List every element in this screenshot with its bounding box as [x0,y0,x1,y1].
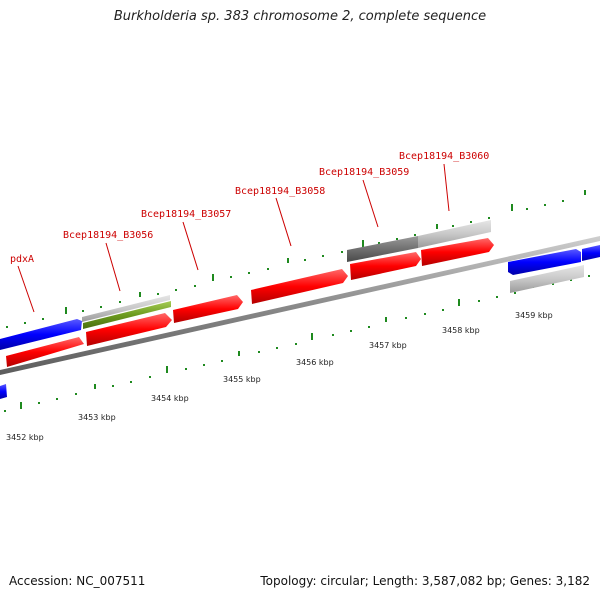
gene-feature-right[interactable] [508,249,581,275]
genome-backbone [0,236,600,375]
svg-text:Bcep18194_B3058: Bcep18194_B3058 [235,186,325,197]
svg-text:pdxA: pdxA [10,254,34,265]
svg-text:Bcep18194_B3059: Bcep18194_B3059 [319,167,409,178]
rna-feature-dark[interactable] [347,236,418,262]
rna-feature-light[interactable] [510,265,584,293]
axis-label: 3456 kbp [296,358,334,367]
gene-label-b3060[interactable]: Bcep18194_B3060 [399,151,489,212]
gene-label-pdxA[interactable]: pdxA [10,254,35,313]
gene-label-b3058[interactable]: Bcep18194_B3058 [235,186,325,247]
cds-arrow[interactable] [173,295,243,323]
gene-feature-left[interactable] [0,384,7,399]
map-title: Burkholderia sp. 383 chromosome 2, compl… [113,9,487,24]
cds-arrow[interactable] [350,252,421,280]
axis-label: 3453 kbp [78,413,116,422]
axis-label: 3455 kbp [223,375,261,384]
cds-arrow[interactable] [421,238,494,266]
gene-feature-edge[interactable] [582,245,600,261]
rna-feature-light[interactable] [82,295,170,322]
svg-text:Bcep18194_B3056: Bcep18194_B3056 [63,230,153,241]
topology-text: Topology: circular; Length: 3,587,082 bp… [260,574,590,588]
axis-label: 3459 kbp [515,311,553,320]
axis-label: 3457 kbp [369,341,407,350]
cds-arrow[interactable] [86,313,172,346]
axis-label: 3452 kbp [6,433,44,442]
cds-arrow[interactable] [251,269,348,304]
cds-arrow[interactable] [6,337,84,367]
bottom-tick-row [4,275,590,412]
accession-text: Accession: NC_007511 [9,574,146,588]
top-tick-row [6,190,586,328]
rna-feature-light[interactable] [418,220,491,248]
axis-label: 3454 kbp [151,394,189,403]
gene-label-b3059[interactable]: Bcep18194_B3059 [319,167,409,228]
gene-label-b3056[interactable]: Bcep18194_B3056 [63,230,153,292]
svg-text:Bcep18194_B3060: Bcep18194_B3060 [399,151,489,162]
gene-feature-pdxA[interactable] [0,319,82,350]
axis-label: 3458 kbp [442,326,480,335]
misc-feature-olive[interactable] [83,301,171,329]
gene-label-b3057[interactable]: Bcep18194_B3057 [141,209,231,271]
svg-text:Bcep18194_B3057: Bcep18194_B3057 [141,209,231,220]
